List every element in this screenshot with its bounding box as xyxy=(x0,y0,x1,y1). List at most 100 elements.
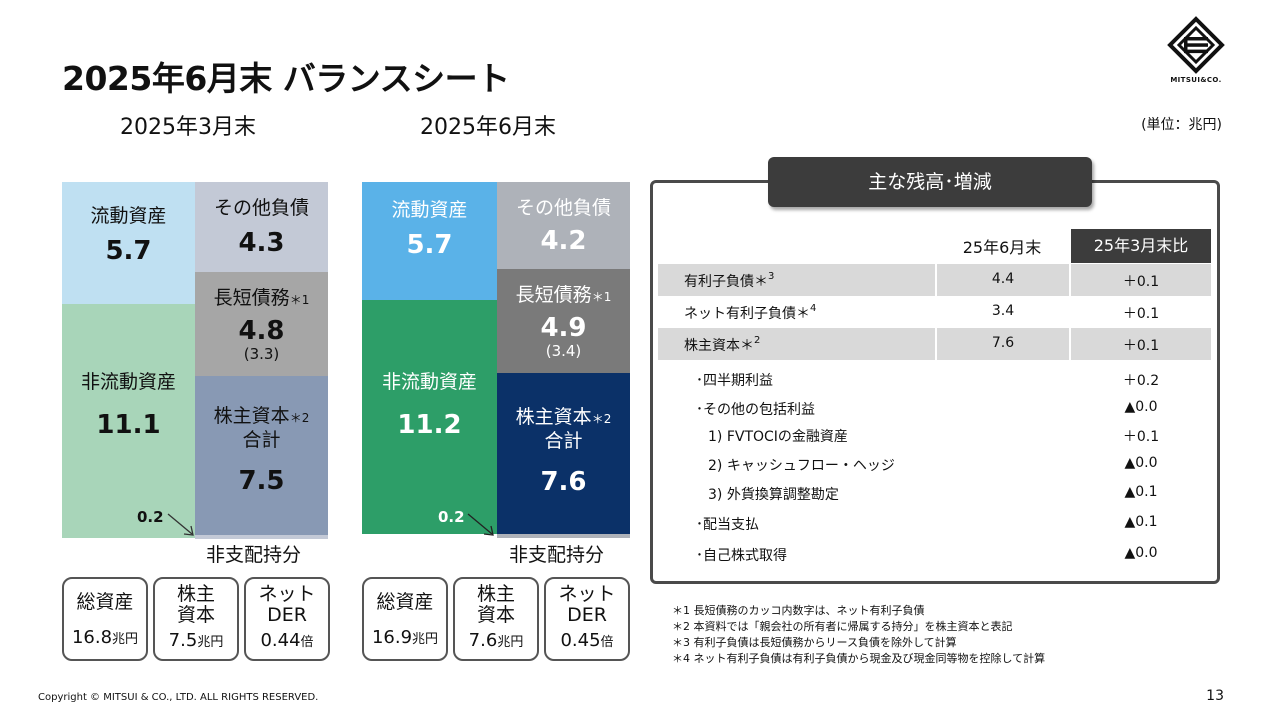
page-number: 13 xyxy=(1206,688,1224,704)
left-nci-value: 0.2 xyxy=(137,508,164,526)
row-name: ネット有利子負債＊ xyxy=(684,306,810,322)
kpi-unit: 兆円 xyxy=(112,632,139,647)
sub-row-name: 2) キャッシュフロー・ヘッジ xyxy=(708,458,895,474)
left-kpi-total-assets: 総資産 16.8兆円 xyxy=(62,577,148,661)
footnote: ＊2 本資料では「親会社の所有者に帰属する持分」を株主資本と表記 xyxy=(672,620,1013,633)
mitsui-logo: MITSUI&CO. xyxy=(1164,16,1228,84)
left-equity-label2: 合計 xyxy=(242,429,281,451)
left-noncurrent-assets-block: 非流動資産 11.1 xyxy=(62,304,195,538)
left-equity-label: 株主資本 xyxy=(213,405,290,427)
page-title: 2025年6月末 バランスシート xyxy=(62,59,510,98)
kpi-label2: 資本 xyxy=(476,604,515,626)
right-equity-label: 株主資本 xyxy=(515,406,592,428)
footnote: ＊3 有利子負債は長短債務からリース負債を除外して計算 xyxy=(672,636,957,649)
right-nci-block xyxy=(497,534,630,538)
left-debt-label: 長短債務 xyxy=(213,287,290,309)
left-current-assets-value: 5.7 xyxy=(105,236,152,266)
row-value: 3.4 xyxy=(991,303,1015,319)
mitsui-logo-icon xyxy=(1167,16,1225,74)
sub-row-change: ▲0.0 xyxy=(1124,399,1158,415)
logo-text: MITSUI&CO. xyxy=(1170,76,1222,84)
row-value: 4.4 xyxy=(991,271,1015,287)
right-equity-mark: ＊2 xyxy=(591,412,612,426)
right-debt-label: 長短債務 xyxy=(515,284,592,306)
kpi-label2: DER xyxy=(567,604,607,626)
kpi-unit: 兆円 xyxy=(197,635,224,650)
left-debt-block: 長短債務＊1 4.8 (3.3) xyxy=(195,272,328,376)
right-nci-label: 非支配持分 xyxy=(509,544,605,566)
right-nci-arrow-icon xyxy=(467,513,494,536)
row-name: 株主資本＊ xyxy=(684,338,754,354)
kpi-unit: 倍 xyxy=(600,635,614,650)
row-change: ＋0.1 xyxy=(1122,274,1160,290)
sub-row: ･四半期利益 ＋0.2 xyxy=(658,368,1211,392)
left-debt-value: 4.8 xyxy=(238,316,285,346)
right-debt-block: 長短債務＊1 4.9 (3.4) xyxy=(497,269,630,373)
right-column-heading: 2025年6月末 xyxy=(420,115,556,140)
kpi-label2: DER xyxy=(267,604,307,626)
right-debt-mark: ＊1 xyxy=(591,290,612,304)
kpi-label: ネット xyxy=(258,583,316,605)
sub-row: ･その他の包括利益 ▲0.0 xyxy=(658,397,1211,421)
right-current-assets-value: 5.7 xyxy=(406,230,453,260)
right-kpi-net-der: ネット DER 0.45倍 xyxy=(544,577,630,661)
left-equity-block: 株主資本＊2 合計 7.5 xyxy=(195,376,328,538)
left-other-liabilities-value: 4.3 xyxy=(238,228,285,258)
sub-row-name: ･自己株式取得 xyxy=(696,548,787,564)
sub-row-name: 3) 外貨換算調整勘定 xyxy=(708,487,839,503)
right-noncurrent-assets-label: 非流動資産 xyxy=(381,371,477,393)
kpi-label2: 資本 xyxy=(176,604,215,626)
left-equity-mark: ＊2 xyxy=(289,411,310,425)
row-name: 有利子負債＊ xyxy=(684,274,768,290)
row-value: 7.6 xyxy=(991,335,1015,351)
row-mark: 4 xyxy=(810,303,817,314)
kpi-value: 0.45 xyxy=(560,630,601,651)
sub-row: 3) 外貨換算調整勘定 ▲0.1 xyxy=(658,482,1211,506)
sub-row: 2) キャッシュフロー・ヘッジ ▲0.0 xyxy=(658,453,1211,477)
kpi-value: 16.9 xyxy=(371,627,413,648)
kpi-value: 0.44 xyxy=(260,630,301,651)
sub-row: ･配当支払 ▲0.1 xyxy=(658,512,1211,536)
kpi-unit: 兆円 xyxy=(497,635,524,650)
left-debt-mark: ＊1 xyxy=(289,293,310,307)
right-noncurrent-assets-block: 非流動資産 11.2 xyxy=(362,300,497,534)
right-other-liabilities-label: その他負債 xyxy=(515,197,611,219)
left-nci-arrow-icon xyxy=(167,513,194,536)
column-header-jun: 25年6月末 xyxy=(962,238,1042,257)
right-other-liabilities-block: その他負債 4.2 xyxy=(497,182,630,269)
kpi-label: 総資産 xyxy=(376,591,434,613)
copyright: Copyright © MITSUI & CO., LTD. ALL RIGHT… xyxy=(38,692,319,703)
right-nci-value: 0.2 xyxy=(438,508,465,526)
sub-row-change: ▲0.0 xyxy=(1124,545,1158,561)
left-noncurrent-assets-label: 非流動資産 xyxy=(80,371,176,393)
right-equity-label2: 合計 xyxy=(544,430,583,452)
unit-label: (単位：兆円) xyxy=(1141,117,1222,133)
right-net-debt-value: (3.4) xyxy=(545,342,582,360)
right-other-liabilities-value: 4.2 xyxy=(540,226,587,256)
left-other-liabilities-label: その他負債 xyxy=(213,197,309,219)
kpi-value: 7.6 xyxy=(468,630,498,651)
right-current-assets-label: 流動資産 xyxy=(391,199,468,221)
footnotes: ＊1 長短債務のカッコ内数字は、ネット有利子負債 ＊2 本資料では「親会社の所有… xyxy=(672,603,1045,667)
sub-row: ･自己株式取得 ▲0.0 xyxy=(658,543,1211,567)
kpi-label: ネット xyxy=(558,583,616,605)
row-mark: 3 xyxy=(768,271,775,282)
panel-title: 主な残高･増減 xyxy=(768,157,1092,207)
sub-row-change: ▲0.1 xyxy=(1124,484,1158,500)
sub-row-change: ▲0.1 xyxy=(1124,514,1158,530)
sub-row-change: ＋0.2 xyxy=(1122,373,1160,389)
left-nci-label: 非支配持分 xyxy=(206,544,302,566)
left-net-debt-value: (3.3) xyxy=(243,345,280,363)
row-mark: 2 xyxy=(754,335,761,346)
right-noncurrent-assets-value: 11.2 xyxy=(397,410,462,440)
sub-row-name: ･四半期利益 xyxy=(696,373,773,389)
kpi-unit: 兆円 xyxy=(412,632,439,647)
sub-row-change: ＋0.1 xyxy=(1122,429,1160,445)
left-current-assets-block: 流動資産 5.7 xyxy=(62,182,195,304)
right-current-assets-block: 流動資産 5.7 xyxy=(362,182,497,300)
sub-row-name: 1) FVTOCIの金融資産 xyxy=(708,429,848,445)
left-noncurrent-assets-value: 11.1 xyxy=(96,410,161,440)
left-current-assets-label: 流動資産 xyxy=(90,205,167,227)
left-kpi-net-der: ネット DER 0.44倍 xyxy=(244,577,330,661)
right-kpi-equity: 株主 資本 7.6兆円 xyxy=(453,577,539,661)
